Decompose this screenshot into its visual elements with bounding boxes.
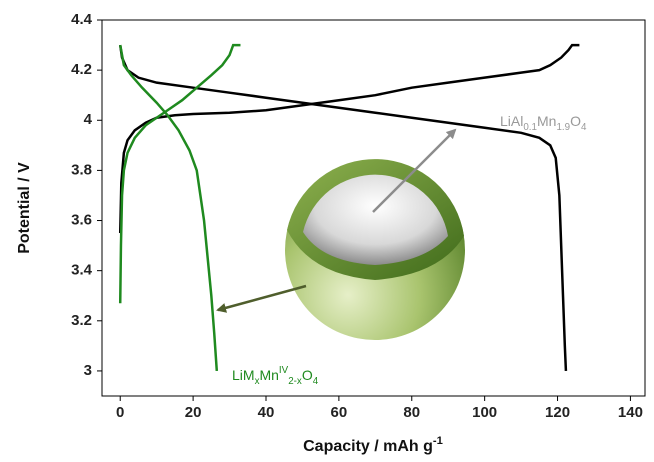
x-tick-label: 20 (185, 404, 202, 421)
text-part: 4 (581, 122, 587, 133)
core (303, 174, 448, 265)
annotation: LiAl0.1Mn1.9O4 (500, 113, 587, 133)
text-part: LiAl (500, 113, 523, 129)
y-tick-label: 3.8 (71, 161, 92, 178)
arrow (372, 128, 457, 213)
x-tick-label: 140 (618, 404, 643, 421)
text-part: Mn (259, 367, 278, 383)
y-tick-label: 3.2 (71, 312, 92, 329)
text-part: x (255, 376, 260, 387)
text-part: LiM (232, 367, 255, 383)
text-part: O (302, 367, 313, 383)
plot-frame (101, 19, 646, 397)
x-tick-label: 0 (116, 404, 124, 421)
text-part: 1.9 (556, 122, 570, 133)
y-tick-label: 4.4 (71, 11, 93, 28)
text-part: IV (279, 365, 289, 376)
x-axis-title: Capacity / mAh g-1 (303, 435, 443, 455)
text-part: O (570, 113, 581, 129)
x-tick-label: 120 (545, 404, 570, 421)
y-tick-label: 3.6 (71, 212, 92, 229)
particle-illustration (285, 159, 465, 340)
text-part: 4 (313, 376, 319, 387)
x-tick-label: 60 (331, 404, 348, 421)
curves (118, 43, 580, 372)
y-tick-label: 4 (84, 111, 93, 128)
y-tick-label: 4.2 (71, 61, 92, 78)
x-tick-label: 40 (258, 404, 275, 421)
curve (118, 43, 580, 234)
arrow (216, 284, 307, 313)
x-tick-label: 80 (403, 404, 420, 421)
curve (118, 43, 241, 304)
text-part: -1 (433, 435, 443, 447)
curve (118, 44, 219, 372)
curve (118, 44, 568, 371)
annotation: LiMxMnIV2-xO4 (232, 365, 319, 387)
text-part: 2-x (288, 376, 302, 387)
y-tick-label: 3.4 (71, 262, 93, 279)
text-part: 0.1 (523, 122, 537, 133)
text-part: Mn (537, 113, 556, 129)
text-part: Capacity / mAh g (303, 438, 433, 455)
y-axis-title: Potential / V (16, 162, 33, 254)
x-tick-label: 100 (472, 404, 497, 421)
y-tick-label: 3 (84, 362, 92, 379)
